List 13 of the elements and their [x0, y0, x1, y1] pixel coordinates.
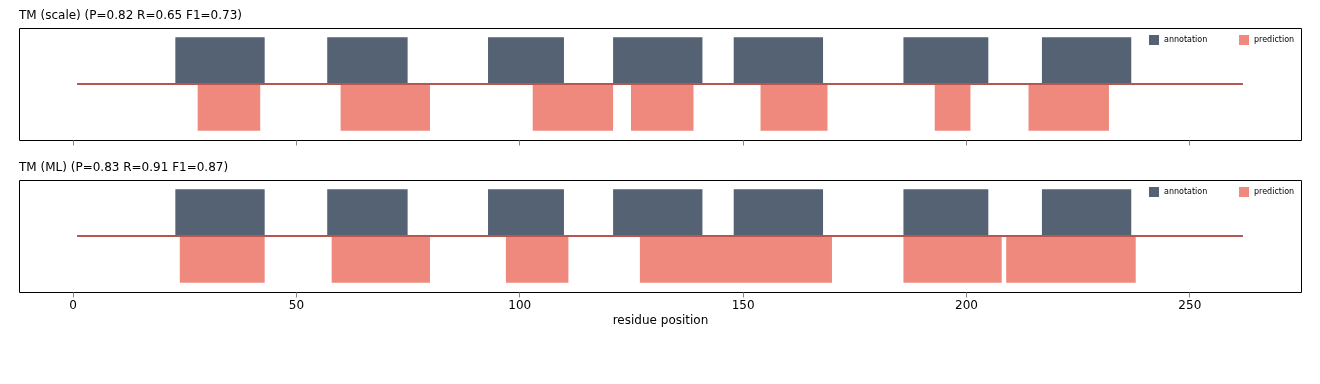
x-tick-label: 50: [288, 297, 305, 312]
x-tick-label: 150: [731, 297, 755, 312]
x-tick-label: 0: [69, 297, 77, 312]
legend-label: prediction: [1254, 35, 1295, 44]
x-axis-title: residue position: [612, 312, 709, 327]
chart-title: TM (scale) (P=0.82 R=0.65 F1=0.73): [18, 8, 243, 22]
x-tick-label: 250: [1178, 297, 1202, 312]
legend-label: prediction: [1254, 187, 1295, 196]
x-tick-label: 200: [955, 297, 978, 312]
legend-label: annotation: [1164, 187, 1208, 196]
chart-title: TM (ML) (P=0.83 R=0.91 F1=0.87): [18, 160, 229, 174]
legend-label: annotation: [1164, 35, 1208, 44]
x-tick-label: 100: [508, 297, 532, 312]
